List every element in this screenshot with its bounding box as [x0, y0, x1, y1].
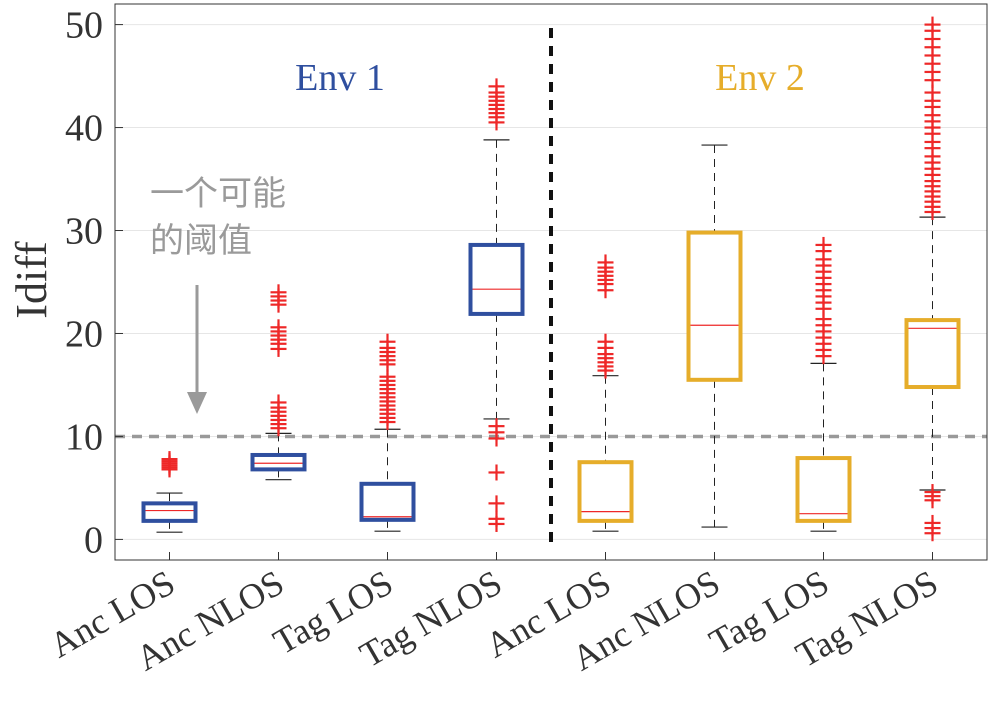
outlier-3-18: [379, 333, 396, 350]
outlier-8-6: [924, 484, 941, 501]
y-tick-label-20: 20: [65, 313, 103, 355]
box-8: [904, 216, 961, 491]
outlier-4-16: [488, 78, 505, 95]
box-iqr: [250, 452, 307, 472]
y-tick-label-40: 40: [65, 108, 103, 150]
outliers-group: [161, 16, 941, 542]
y-tick-label-10: 10: [65, 416, 103, 458]
outlier-4-4: [488, 464, 505, 481]
box-6: [686, 144, 743, 528]
outlier-8-34: [924, 16, 941, 33]
y-axis-label: Idiff: [7, 241, 56, 319]
outlier-1-6: [161, 451, 178, 468]
outlier-4-2: [488, 510, 505, 527]
y-tick-label-50: 50: [65, 5, 103, 47]
outlier-5-7: [597, 333, 614, 350]
threshold-arrow: [187, 285, 207, 414]
box-iqr: [468, 242, 525, 316]
box-4: [468, 139, 525, 420]
outlier-5-14: [597, 254, 614, 271]
box-7: [795, 362, 852, 532]
outlier-2-13: [270, 319, 287, 336]
outlier-4-3: [488, 495, 505, 512]
box-iqr: [686, 230, 743, 382]
env2-label: Env 2: [715, 57, 805, 99]
box-iqr: [141, 501, 198, 523]
env1-label: Env 1: [295, 57, 385, 99]
threshold-annotation-line2: 的阈值: [150, 222, 252, 260]
box-iqr: [795, 456, 852, 523]
threshold-annotation-line1: 一个可能: [150, 175, 286, 213]
plot-frame: [114, 3, 988, 561]
y-tick-label-0: 0: [84, 519, 103, 561]
outlier-2-7: [270, 394, 287, 411]
box-1: [141, 492, 198, 533]
box-2: [250, 432, 307, 481]
boxes-group: [141, 139, 961, 533]
box-5: [577, 375, 634, 532]
y-tick-label-30: 30: [65, 211, 103, 253]
outlier-4-7: [488, 418, 505, 435]
outlier-2-17: [270, 284, 287, 301]
box-3: [359, 428, 416, 532]
box-iqr: [904, 318, 961, 390]
y-ticks-group: 0 10 20 30 40 50: [65, 5, 123, 561]
box-iqr: [359, 481, 416, 522]
outlier-8-3: [924, 514, 941, 531]
outlier-7-18: [815, 236, 832, 253]
